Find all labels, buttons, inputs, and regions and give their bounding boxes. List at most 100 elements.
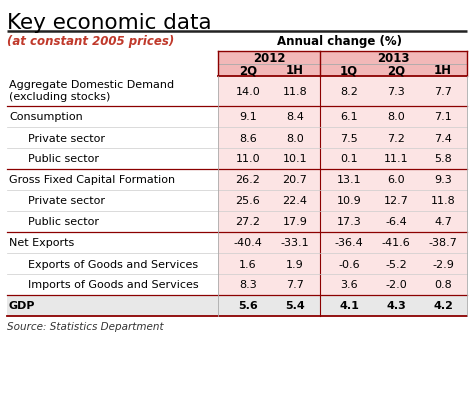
Bar: [7, 254, 218, 274]
Text: 5.4: 5.4: [285, 301, 305, 311]
Text: 8.2: 8.2: [340, 87, 358, 97]
Text: 4.3: 4.3: [386, 301, 406, 311]
Bar: [320, 232, 467, 254]
Bar: [218, 170, 320, 191]
Bar: [320, 52, 467, 65]
Bar: [218, 274, 320, 295]
Text: (excluding stocks): (excluding stocks): [9, 92, 110, 102]
Text: 11.8: 11.8: [283, 87, 307, 97]
Text: 3.6: 3.6: [340, 280, 358, 290]
Text: 8.6: 8.6: [239, 133, 257, 143]
Bar: [7, 77, 218, 107]
Text: 4.1: 4.1: [339, 301, 359, 311]
Bar: [218, 191, 320, 211]
Text: Source: Statistics Department: Source: Statistics Department: [7, 321, 164, 331]
Text: 7.5: 7.5: [340, 133, 358, 143]
Text: 7.7: 7.7: [434, 87, 452, 97]
Text: 8.0: 8.0: [286, 133, 304, 143]
Bar: [218, 107, 320, 128]
Text: 4.7: 4.7: [434, 217, 452, 227]
Bar: [7, 128, 218, 148]
Text: Annual change (%): Annual change (%): [277, 35, 402, 48]
Bar: [218, 77, 320, 107]
Text: -40.4: -40.4: [234, 238, 263, 248]
Text: (at constant 2005 prices): (at constant 2005 prices): [7, 35, 174, 48]
Text: 13.1: 13.1: [337, 175, 361, 185]
Text: 2Q: 2Q: [239, 64, 257, 77]
Bar: [320, 148, 467, 170]
Text: -41.6: -41.6: [382, 238, 410, 248]
Text: Key economic data: Key economic data: [7, 13, 211, 33]
Text: 2012: 2012: [253, 52, 285, 65]
Bar: [7, 191, 218, 211]
Text: -36.4: -36.4: [335, 238, 364, 248]
Text: 1.6: 1.6: [239, 259, 257, 269]
Bar: [320, 65, 467, 77]
Bar: [320, 211, 467, 232]
Bar: [218, 232, 320, 254]
Text: GDP: GDP: [9, 301, 36, 311]
Text: -0.6: -0.6: [338, 259, 360, 269]
Bar: [320, 107, 467, 128]
Text: 7.1: 7.1: [434, 112, 452, 122]
Bar: [320, 170, 467, 191]
Text: Gross Fixed Capital Formation: Gross Fixed Capital Formation: [9, 175, 175, 185]
Text: Imports of Goods and Services: Imports of Goods and Services: [21, 280, 199, 290]
Text: Consumption: Consumption: [9, 112, 83, 122]
Bar: [7, 148, 218, 170]
Text: 1H: 1H: [286, 64, 304, 77]
Text: 6.0: 6.0: [387, 175, 405, 185]
Text: 11.1: 11.1: [383, 154, 408, 164]
Text: 1.9: 1.9: [286, 259, 304, 269]
Text: 2013: 2013: [377, 52, 410, 65]
Text: 25.6: 25.6: [236, 196, 260, 206]
Text: Exports of Goods and Services: Exports of Goods and Services: [21, 259, 198, 269]
Text: 10.1: 10.1: [283, 154, 307, 164]
Text: 11.0: 11.0: [236, 154, 260, 164]
Bar: [320, 191, 467, 211]
Text: Private sector: Private sector: [21, 196, 105, 206]
Text: Private sector: Private sector: [21, 133, 105, 143]
Text: 20.7: 20.7: [283, 175, 308, 185]
Text: -38.7: -38.7: [428, 238, 457, 248]
Text: 17.9: 17.9: [283, 217, 308, 227]
Text: -2.0: -2.0: [385, 280, 407, 290]
Text: -6.4: -6.4: [385, 217, 407, 227]
Bar: [218, 52, 320, 65]
Bar: [218, 254, 320, 274]
Text: 1Q: 1Q: [340, 64, 358, 77]
Text: 5.6: 5.6: [238, 301, 258, 311]
Text: 5.8: 5.8: [434, 154, 452, 164]
Text: 7.4: 7.4: [434, 133, 452, 143]
Bar: [218, 148, 320, 170]
Text: 14.0: 14.0: [236, 87, 260, 97]
Text: -5.2: -5.2: [385, 259, 407, 269]
Bar: [7, 295, 218, 316]
Text: 4.2: 4.2: [433, 301, 453, 311]
Bar: [7, 211, 218, 232]
Text: -33.1: -33.1: [281, 238, 310, 248]
Bar: [218, 295, 320, 316]
Text: -2.9: -2.9: [432, 259, 454, 269]
Text: 9.3: 9.3: [434, 175, 452, 185]
Text: Aggregate Domestic Demand: Aggregate Domestic Demand: [9, 80, 174, 90]
Text: 22.4: 22.4: [283, 196, 308, 206]
Text: 0.1: 0.1: [340, 154, 358, 164]
Bar: [320, 128, 467, 148]
Bar: [218, 211, 320, 232]
Bar: [7, 232, 218, 254]
Text: 8.3: 8.3: [239, 280, 257, 290]
Bar: [320, 77, 467, 107]
Bar: [7, 107, 218, 128]
Text: Public sector: Public sector: [21, 154, 99, 164]
Text: Net Exports: Net Exports: [9, 238, 74, 248]
Bar: [7, 170, 218, 191]
Text: 0.8: 0.8: [434, 280, 452, 290]
Text: 7.3: 7.3: [387, 87, 405, 97]
Text: 27.2: 27.2: [236, 217, 261, 227]
Text: Public sector: Public sector: [21, 217, 99, 227]
Text: 11.8: 11.8: [430, 196, 456, 206]
Text: 17.3: 17.3: [337, 217, 361, 227]
Bar: [7, 274, 218, 295]
Bar: [320, 295, 467, 316]
